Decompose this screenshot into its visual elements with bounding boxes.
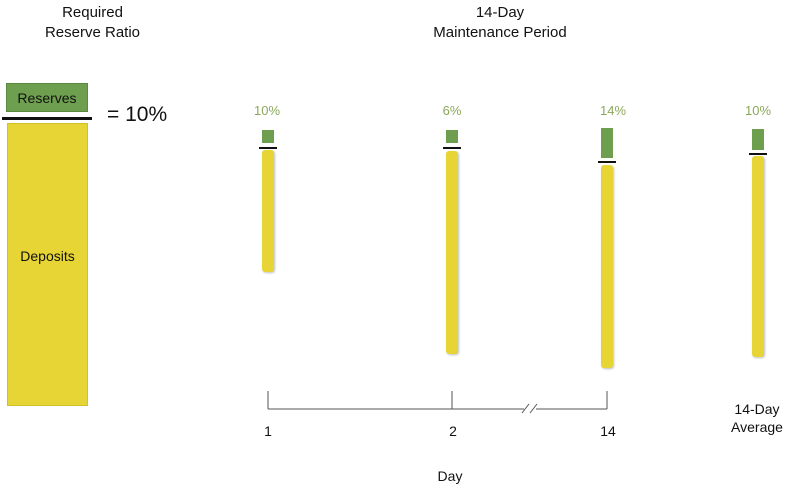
ratio-divider [2,117,92,120]
day-14-percent: 14% [599,103,627,118]
average-label: 14-Day Average [722,400,792,436]
x-axis-label: Day [437,468,463,484]
day-1-deposits-bar [262,150,274,272]
maintenance-period-title: 14-Day Maintenance Period [400,3,600,43]
deposits-label: Deposits [20,248,75,264]
day-14-deposits-bar [601,165,613,368]
reserve-ratio-title-line2: Reserve Ratio [44,24,141,41]
day-14-divider [598,161,616,163]
ratio-value: = 10% [107,103,168,126]
average-label-line2: Average [731,419,783,435]
day-1-tick-label: 1 [264,423,272,439]
average-divider [749,153,767,155]
day-2-tick-label: 2 [449,423,457,439]
reserve-ratio-title: Required Reserve Ratio [20,3,165,43]
day-2-divider [443,147,461,149]
reserves-box: Reserves [6,83,88,112]
reserve-ratio-title-line1: Required [62,4,123,21]
reserves-label: Reserves [17,89,77,106]
day-2-reserves-bar [446,130,458,143]
average-reserves-bar [752,129,764,150]
day-14-reserves-bar [601,128,613,158]
maintenance-period-title-line2: Maintenance Period [433,24,567,41]
day-2-deposits-bar [446,151,458,354]
day-14-tick-label: 14 [600,423,616,439]
average-percent: 10% [744,103,772,118]
maintenance-period-title-line1: 14-Day [475,4,525,21]
average-deposits-bar [752,156,764,357]
day-1-reserves-bar [262,130,274,143]
day-2-percent: 6% [442,103,462,118]
average-label-line1: 14-Day [734,401,780,417]
day-1-divider [259,147,277,149]
deposits-box [7,123,88,406]
day-1-percent: 10% [253,103,281,118]
